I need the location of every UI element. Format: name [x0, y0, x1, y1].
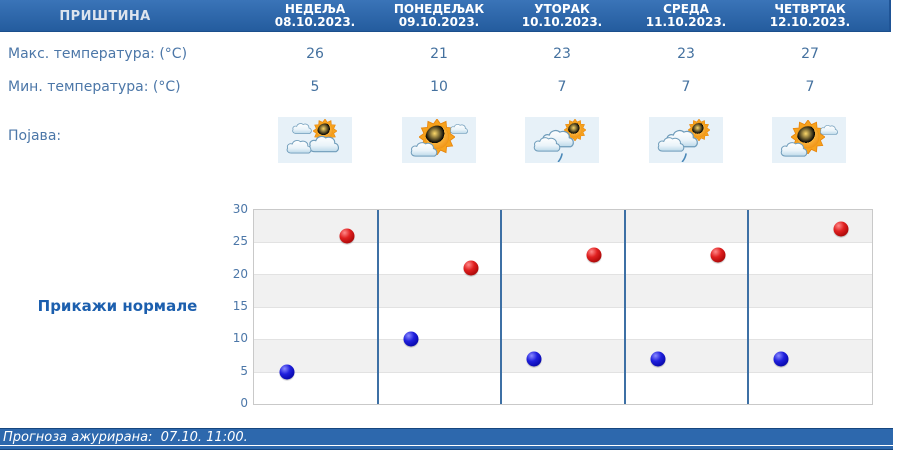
header-bar: ПРИШТИНА НЕДЕЉА 08.10.2023. ПОНЕДЕЉАК 09… — [0, 0, 891, 32]
min-temp-dot — [403, 331, 419, 347]
day-header-sunday: НЕДЕЉА 08.10.2023. — [274, 2, 356, 29]
weather-icon-cell — [772, 117, 846, 163]
max-temp-value: 27 — [801, 46, 819, 62]
clouds-sun-light-rain-icon — [657, 119, 710, 162]
temperature-chart — [253, 209, 873, 405]
day-header-tuesday: УТОРАК 10.10.2023. — [521, 2, 603, 29]
max-temp-value: 26 — [306, 46, 324, 62]
weather-icon-cell — [278, 117, 352, 163]
min-temp-value: 7 — [805, 79, 815, 95]
max-temp-label: Макс. температура: (°C) — [8, 46, 188, 62]
max-temp-dot — [586, 247, 602, 263]
min-temp-value: 5 — [310, 79, 320, 95]
min-temp-dot — [650, 351, 666, 367]
min-temp-value: 7 — [557, 79, 567, 95]
min-temp-dot — [773, 351, 789, 367]
weather-icon-cell — [402, 117, 476, 163]
day-header-monday: ПОНЕДЕЉАК 09.10.2023. — [393, 2, 485, 29]
sun-behind-clouds-icon — [286, 119, 340, 154]
clouds-sun-light-rain-icon — [533, 119, 586, 162]
y-tick-label: 20 — [232, 266, 248, 281]
max-temp-dot — [710, 247, 726, 263]
day-header-wednesday: СРЕДА 11.10.2023. — [645, 2, 727, 29]
max-temp-value: 23 — [677, 46, 695, 62]
max-temp-dot — [339, 228, 355, 244]
y-tick-label: 0 — [240, 396, 248, 410]
phenomenon-label: Појава: — [8, 128, 62, 144]
day-separator — [500, 210, 503, 404]
day-separator — [376, 210, 379, 404]
forecast-updated-text: Прогноза ажурирана: 07.10. 11:00. — [3, 429, 248, 445]
day-header-thursday: ЧЕТВРТАК 12.10.2023. — [769, 2, 851, 29]
weather-icon-cell — [649, 117, 723, 163]
min-temp-value: 10 — [430, 79, 448, 95]
max-temp-dot — [833, 221, 849, 237]
min-temp-label: Мин. температура: (°C) — [8, 79, 181, 95]
day-separator — [747, 210, 750, 404]
sun-with-clouds-icon — [410, 119, 468, 157]
footer-strip — [0, 446, 893, 450]
weather-icon-cell — [525, 117, 599, 163]
min-temp-value: 7 — [681, 79, 691, 95]
sun-with-clouds-icon — [780, 120, 838, 157]
y-tick-label: 5 — [240, 363, 248, 378]
min-temp-dot — [526, 351, 542, 367]
chart-bands — [254, 210, 872, 404]
day-separator — [623, 210, 626, 404]
max-temp-dot — [463, 260, 479, 276]
y-tick-label: 15 — [232, 299, 248, 313]
y-tick-label: 25 — [232, 234, 248, 249]
y-tick-label: 30 — [232, 202, 248, 216]
y-tick-label: 10 — [232, 331, 248, 346]
max-temp-value: 23 — [553, 46, 571, 62]
max-temp-value: 21 — [430, 46, 448, 62]
footer-bar: Прогноза ажурирана: 07.10. 11:00. — [0, 428, 893, 445]
location-title: ПРИШТИНА — [59, 9, 151, 24]
show-normals-button[interactable]: Прикажи нормале — [37, 297, 198, 315]
min-temp-dot — [279, 364, 295, 380]
